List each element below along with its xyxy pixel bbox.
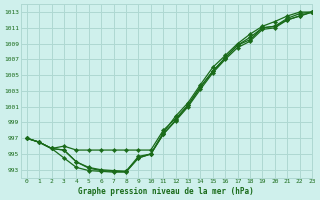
X-axis label: Graphe pression niveau de la mer (hPa): Graphe pression niveau de la mer (hPa) <box>78 187 254 196</box>
